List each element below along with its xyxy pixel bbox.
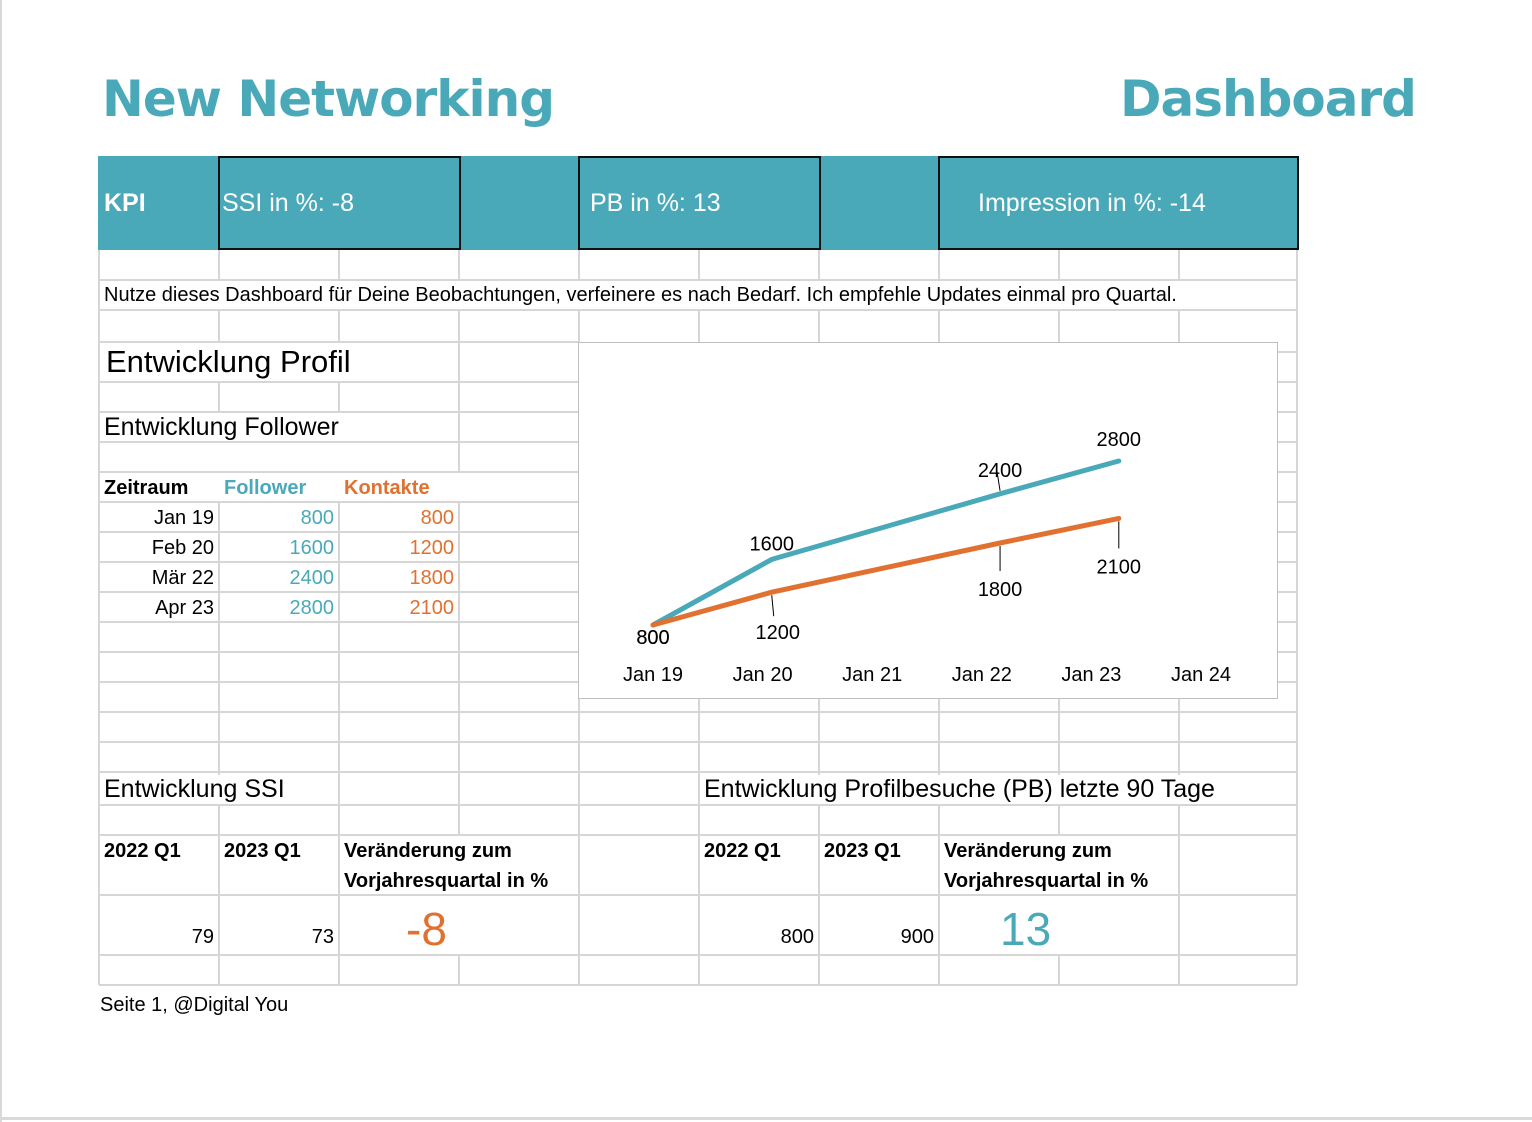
x-tick-label: Jan 22	[952, 664, 1012, 686]
kpi-ssi: SSI in %: -8	[222, 189, 354, 217]
page-subtitle: Dashboard	[1120, 70, 1417, 128]
kpi-impression-box	[938, 156, 1299, 250]
table-cell-kontakte: 1800	[409, 567, 455, 589]
data-label: 2400	[978, 460, 1023, 482]
kpi-bar	[98, 156, 1298, 250]
table-cell-period: Jan 19	[153, 507, 214, 529]
table-cell-follower: 800	[300, 507, 334, 529]
page-border	[0, 1117, 1532, 1120]
x-tick-label: Jan 23	[1061, 664, 1121, 686]
table-cell-follower: 2800	[289, 597, 335, 619]
data-label: 1800	[978, 579, 1023, 601]
pb-value-2023: 900	[900, 926, 934, 948]
series-line	[650, 515, 1122, 628]
kpi-impression: Impression in %: -14	[978, 189, 1206, 217]
pb-change-value: 13	[1000, 903, 1052, 955]
follower-chart: Jan 19 Jan 20 Jan 21 Jan 22 Jan 23 Jan 24 800 1…	[623, 429, 1231, 686]
table-cell-kontakte: 2100	[409, 597, 455, 619]
kpi-ssi-box	[218, 156, 461, 250]
series-line	[650, 458, 1122, 628]
page-footer: Seite 1, @Digital You	[100, 994, 289, 1016]
section-heading-ssi: Entwicklung SSI	[104, 775, 285, 803]
pb-col-change-line2: Vorjahresquartal in %	[944, 870, 1149, 892]
page-title: New Networking	[102, 70, 555, 128]
x-tick-label: Jan 19	[623, 664, 683, 686]
data-label: 1200	[755, 622, 800, 644]
ssi-value-2022: 79	[191, 926, 214, 948]
table-cell-follower: 2400	[289, 567, 335, 589]
pb-col-change-line1: Veränderung zum	[944, 840, 1112, 862]
section-heading-profile: Entwicklung Profil	[106, 344, 351, 379]
dashboard-note: Nutze dieses Dashboard für Deine Beobach…	[104, 284, 1177, 306]
table-cell-kontakte: 1200	[409, 537, 455, 559]
kpi-label: KPI	[104, 189, 146, 217]
ssi-col-2023: 2023 Q1	[224, 840, 301, 862]
kpi-pb: PB in %: 13	[590, 189, 721, 217]
table-header-follower: Follower	[224, 477, 307, 499]
table-cell-follower: 1600	[289, 537, 335, 559]
x-tick-label: Jan 24	[1171, 664, 1231, 686]
table-cell-period: Feb 20	[151, 537, 214, 559]
data-label-leader	[996, 471, 1001, 491]
ssi-change-value: -8	[406, 903, 447, 955]
table-cell-period: Apr 23	[155, 597, 214, 619]
ssi-col-change-line2: Vorjahresquartal in %	[344, 870, 549, 892]
pb-col-2023: 2023 Q1	[824, 840, 901, 862]
x-tick-label: Jan 21	[842, 664, 902, 686]
table-header-kontakte: Kontakte	[344, 477, 430, 499]
data-label: 800	[636, 627, 669, 649]
ssi-value-2023: 73	[311, 926, 334, 948]
data-label: 800	[636, 627, 669, 649]
table-cell-kontakte: 800	[420, 507, 454, 529]
ssi-col-2022: 2022 Q1	[104, 840, 181, 862]
data-label: 2100	[1097, 556, 1142, 578]
table-cell-period: Mär 22	[151, 567, 214, 589]
section-heading-follower: Entwicklung Follower	[104, 413, 339, 441]
follower-chart-frame: Jan 19 Jan 20 Jan 21 Jan 22 Jan 23 Jan 24 800 1…	[578, 342, 1278, 699]
pb-col-2022: 2022 Q1	[704, 840, 781, 862]
section-heading-pb: Entwicklung Profilbesuche (PB) letzte 90…	[704, 775, 1215, 803]
page-border	[0, 0, 2, 1122]
data-label-leader	[771, 595, 775, 617]
data-label: 2800	[1097, 429, 1142, 451]
pb-value-2022: 800	[780, 926, 814, 948]
x-tick-label: Jan 20	[733, 664, 793, 686]
table-header-zeitraum: Zeitraum	[104, 477, 189, 499]
data-label: 1600	[749, 533, 794, 555]
kpi-pb-box	[578, 156, 821, 250]
ssi-col-change-line1: Veränderung zum	[344, 840, 512, 862]
